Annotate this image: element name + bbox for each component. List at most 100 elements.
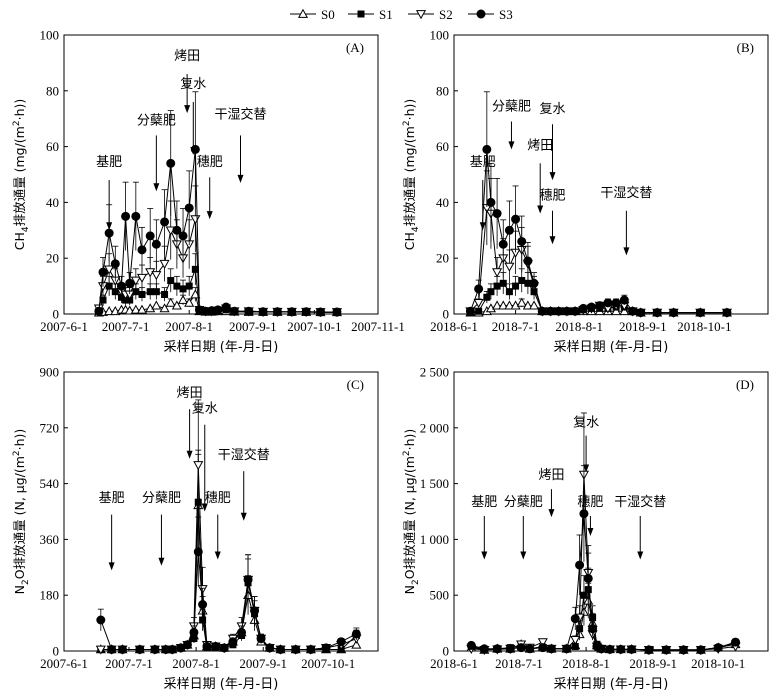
x-tick-label: 2018-8-1 — [562, 656, 610, 671]
data-point-s3 — [219, 643, 229, 653]
annotation-arrow-head — [537, 205, 544, 214]
data-point-s3 — [537, 306, 547, 316]
x-tick-label: 2018-8-1 — [555, 319, 603, 334]
y-tick-label: 80 — [436, 83, 449, 98]
legend-marker-s0 — [297, 8, 309, 18]
data-point-s1 — [487, 288, 495, 296]
data-point-s0 — [528, 300, 540, 310]
data-point-s3 — [96, 615, 106, 625]
panel-label: (B) — [737, 40, 754, 55]
data-point-s0 — [492, 300, 503, 310]
plot-frame — [453, 34, 769, 315]
data-point-s3 — [316, 307, 326, 317]
data-point-s1 — [518, 277, 526, 285]
series-s3 — [94, 91, 342, 317]
annotation-label: 干湿交替 — [600, 185, 652, 201]
data-point-s3 — [636, 308, 646, 318]
data-point-s3 — [588, 624, 598, 634]
data-point-s3 — [722, 308, 732, 318]
x-tick-label: 2007-7-1 — [105, 656, 153, 671]
annotation-label: 穗肥 — [577, 495, 603, 510]
annotation-label: 分蘖肥 — [137, 113, 176, 128]
data-point-s1 — [173, 282, 181, 290]
data-point-s3 — [505, 644, 515, 654]
data-point-s3 — [287, 307, 297, 317]
annotation-arrow-head — [549, 172, 556, 181]
data-point-s3 — [94, 306, 104, 316]
data-point-s3 — [546, 644, 556, 654]
data-point-s3 — [516, 643, 526, 653]
annotation-arrow-head — [206, 211, 213, 220]
data-point-s3 — [291, 644, 301, 654]
data-point-s0 — [522, 300, 533, 310]
data-point-s3 — [529, 278, 539, 288]
x-axis-label: 采样日期 (年-月-日) — [554, 677, 669, 692]
data-point-s3 — [256, 634, 266, 644]
data-point-s3 — [306, 644, 316, 654]
y-axis-label: N2O排放通量 (N, µg/(m2·h)) — [402, 429, 421, 595]
annotation-label: 干湿交替 — [218, 447, 270, 463]
data-point-s3 — [321, 643, 331, 653]
data-point-s3 — [131, 211, 141, 221]
annotation-arrow-head — [549, 236, 556, 245]
annotation-label: 烤田 — [527, 138, 553, 153]
data-point-s2 — [136, 273, 148, 283]
data-point-s3 — [611, 298, 621, 308]
annotation-label: 烤田 — [174, 49, 200, 64]
panel-label: (A) — [346, 40, 364, 55]
annotation-arrow-head — [583, 464, 590, 473]
annotation-arrow-head — [587, 528, 594, 537]
data-point-s3 — [525, 644, 535, 654]
x-tick-label: 2007-7-1 — [102, 319, 150, 334]
data-point-s3 — [603, 298, 613, 308]
data-point-s1 — [105, 282, 113, 290]
annotation-arrow-head — [158, 557, 165, 566]
annotation-arrow-head — [240, 512, 247, 521]
annotation-arrow-head — [108, 562, 115, 571]
data-point-s3 — [517, 236, 527, 246]
y-tick-label: 720 — [40, 420, 60, 435]
data-point-s3 — [151, 239, 161, 249]
y-tick-label: 180 — [40, 588, 60, 603]
y-tick-label: 500 — [430, 588, 450, 603]
data-point-s3 — [562, 306, 572, 316]
series-line-s0 — [471, 598, 736, 651]
data-point-s1 — [185, 282, 193, 290]
data-point-s3 — [221, 302, 231, 312]
data-point-s3 — [202, 641, 212, 651]
series-line-s1 — [471, 588, 736, 651]
data-point-s0 — [516, 297, 527, 307]
data-point-s3 — [465, 306, 475, 316]
legend-label-s3: S3 — [499, 7, 513, 22]
y-tick-label: 1 000 — [420, 532, 449, 547]
data-point-s3 — [504, 225, 514, 235]
data-point-s3 — [492, 209, 502, 219]
data-point-s1 — [161, 290, 169, 298]
x-tick-label: 2018-9-1 — [619, 319, 667, 334]
data-point-s3 — [587, 302, 597, 312]
data-point-s0 — [504, 300, 515, 310]
y-tick-label: 0 — [443, 307, 450, 322]
annotation-arrow-head — [623, 247, 630, 256]
data-point-s3 — [627, 644, 637, 654]
data-point-s3 — [486, 197, 496, 207]
data-point-s3 — [178, 231, 188, 241]
data-point-s3 — [98, 267, 108, 277]
series-s3 — [465, 91, 732, 318]
data-point-s1 — [505, 288, 513, 296]
x-tick-label: 2018-7-1 — [495, 656, 543, 671]
data-point-s3 — [575, 560, 585, 570]
annotation-arrow-head — [548, 509, 555, 518]
annotation-arrow-head — [186, 450, 193, 459]
data-point-s3 — [669, 308, 679, 318]
legend-marker-s1 — [357, 10, 365, 18]
data-point-s2 — [504, 262, 515, 272]
y-tick-label: 900 — [40, 365, 60, 380]
data-point-s3 — [479, 644, 489, 654]
data-point-s3 — [332, 307, 342, 317]
data-point-s3 — [301, 307, 311, 317]
x-tick-label: 2018-10-1 — [691, 656, 745, 671]
annotation-arrow-head — [520, 551, 527, 560]
series-line-s3 — [471, 513, 736, 651]
data-point-s0 — [498, 300, 509, 310]
